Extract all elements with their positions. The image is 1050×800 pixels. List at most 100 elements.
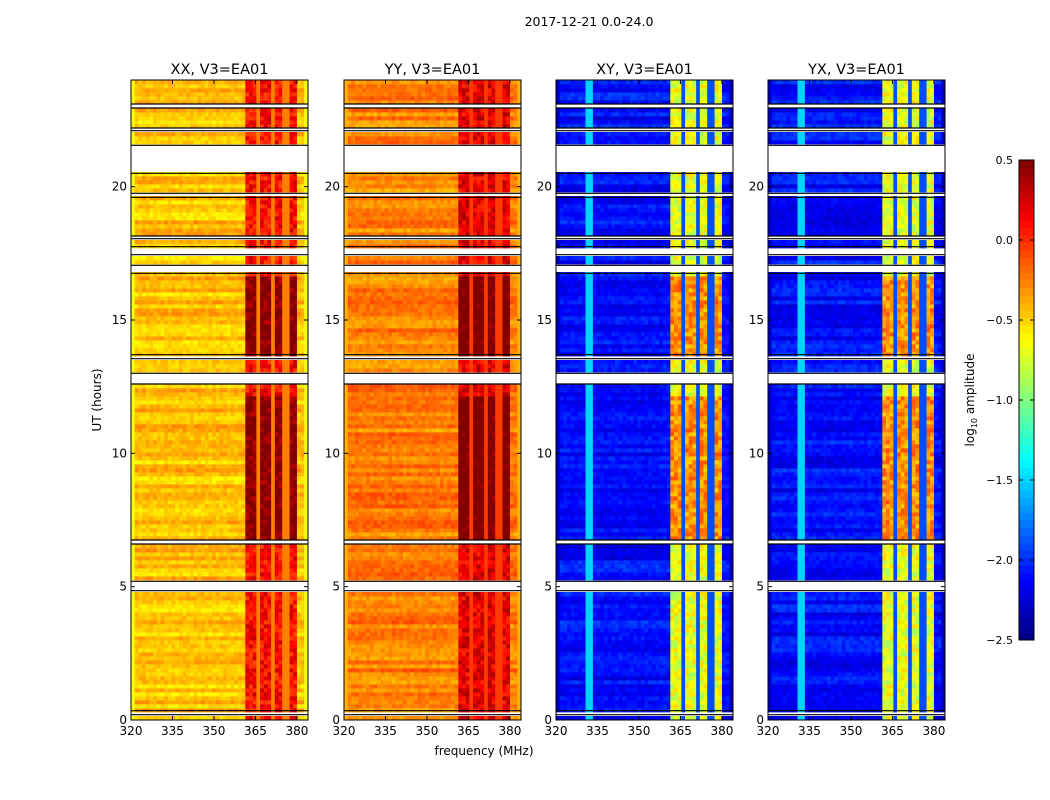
heatmap-cell (274, 556, 279, 561)
heatmap-cell (260, 368, 265, 373)
heatmap-cell (267, 620, 272, 625)
heatmap-cell (282, 604, 287, 609)
heatmap-cell (289, 360, 294, 365)
heatmap-cell (285, 392, 290, 397)
heatmap-cell (160, 464, 165, 469)
heatmap-cell (226, 680, 231, 685)
heatmap-cell (134, 476, 139, 481)
heatmap-cell (197, 576, 202, 581)
heatmap-cell (230, 568, 235, 573)
heatmap-cell (138, 640, 143, 645)
heatmap-cell (230, 440, 235, 445)
heatmap-cell (285, 668, 290, 673)
heatmap-cell (134, 676, 139, 681)
heatmap-cell (197, 472, 202, 477)
heatmap-cell (285, 704, 290, 709)
heatmap-cell (296, 436, 302, 441)
heatmap-cell (234, 684, 239, 689)
heatmap-cell (131, 620, 136, 625)
heatmap-cell (234, 716, 239, 720)
heatmap-cell (153, 452, 158, 457)
heatmap-cell (278, 488, 283, 493)
heatmap-cell (153, 456, 158, 461)
heatmap-cell (278, 472, 283, 477)
heatmap-cell (245, 688, 250, 693)
heatmap-cell (186, 328, 191, 333)
heatmap-cell (267, 464, 272, 469)
heatmap-cell (219, 308, 224, 313)
heatmap-cell (271, 672, 276, 677)
heatmap-cell (219, 456, 224, 461)
heatmap-cell (149, 616, 154, 621)
heatmap-cell (201, 348, 206, 353)
heatmap-cell (153, 664, 158, 669)
heatmap-cell (223, 556, 228, 561)
heatmap-cell (197, 476, 202, 481)
heatmap-cell (178, 688, 184, 693)
heatmap-cell (304, 468, 308, 473)
heatmap-cell (175, 492, 180, 497)
heatmap-cell (142, 348, 147, 353)
heatmap-cell (145, 444, 150, 449)
heatmap-cell (164, 456, 169, 461)
heatmap-cell (197, 520, 202, 525)
heatmap-cell (204, 456, 209, 461)
heatmap-cell (208, 416, 213, 421)
heatmap-cell (142, 552, 147, 557)
heatmap-cell (219, 688, 224, 693)
heatmap-cell (178, 368, 184, 373)
heatmap-cell (156, 408, 161, 413)
heatmap-cell (245, 668, 250, 673)
heatmap-cell (156, 660, 161, 665)
heatmap-cell (178, 512, 184, 517)
heatmap-cell (178, 448, 184, 453)
heatmap-cell (296, 640, 302, 645)
heatmap-cell (300, 292, 305, 297)
heatmap-cell (149, 704, 154, 709)
heatmap-cell (304, 420, 308, 425)
heatmap-cell (249, 408, 254, 413)
heatmap-cell (178, 360, 184, 365)
heatmap-cell (208, 668, 213, 673)
heatmap-cell (219, 460, 224, 465)
heatmap-cell (193, 688, 198, 693)
heatmap-cell (215, 416, 220, 421)
heatmap-cell (230, 452, 235, 457)
heatmap-cell (285, 292, 290, 297)
heatmap-cell (267, 696, 272, 701)
heatmap-cell (204, 396, 209, 401)
heatmap-cell (267, 492, 272, 497)
heatmap-cell (304, 476, 308, 481)
heatmap-cell (164, 428, 169, 433)
heatmap-cell (278, 444, 283, 449)
heatmap-cell (153, 260, 158, 265)
heatmap-cell (271, 560, 276, 565)
heatmap-cell (175, 592, 180, 597)
heatmap-cell (212, 424, 217, 429)
heatmap-cell (252, 280, 257, 285)
heatmap-cell (175, 364, 180, 369)
heatmap-cell (167, 684, 172, 689)
heatmap-cell (131, 672, 136, 677)
heatmap-cell (134, 324, 139, 329)
heatmap-cell (153, 512, 158, 517)
heatmap-cell (160, 364, 165, 369)
heatmap-cell (296, 684, 302, 689)
heatmap-cell (296, 300, 302, 305)
heatmap-cell (241, 568, 246, 573)
heatmap-cell (197, 548, 202, 553)
heatmap-cell (271, 464, 276, 469)
heatmap-cell (212, 592, 217, 597)
heatmap-cell (178, 288, 184, 293)
heatmap-cell (274, 504, 279, 509)
heatmap-cell (260, 340, 265, 345)
heatmap-cell (193, 324, 198, 329)
heatmap-cell (134, 280, 139, 285)
heatmap-cell (149, 676, 154, 681)
heatmap-cell (215, 504, 220, 509)
heatmap-cell (208, 508, 213, 513)
heatmap-cell (223, 592, 228, 597)
heatmap-cell (197, 672, 202, 677)
heatmap-cell (186, 320, 191, 325)
